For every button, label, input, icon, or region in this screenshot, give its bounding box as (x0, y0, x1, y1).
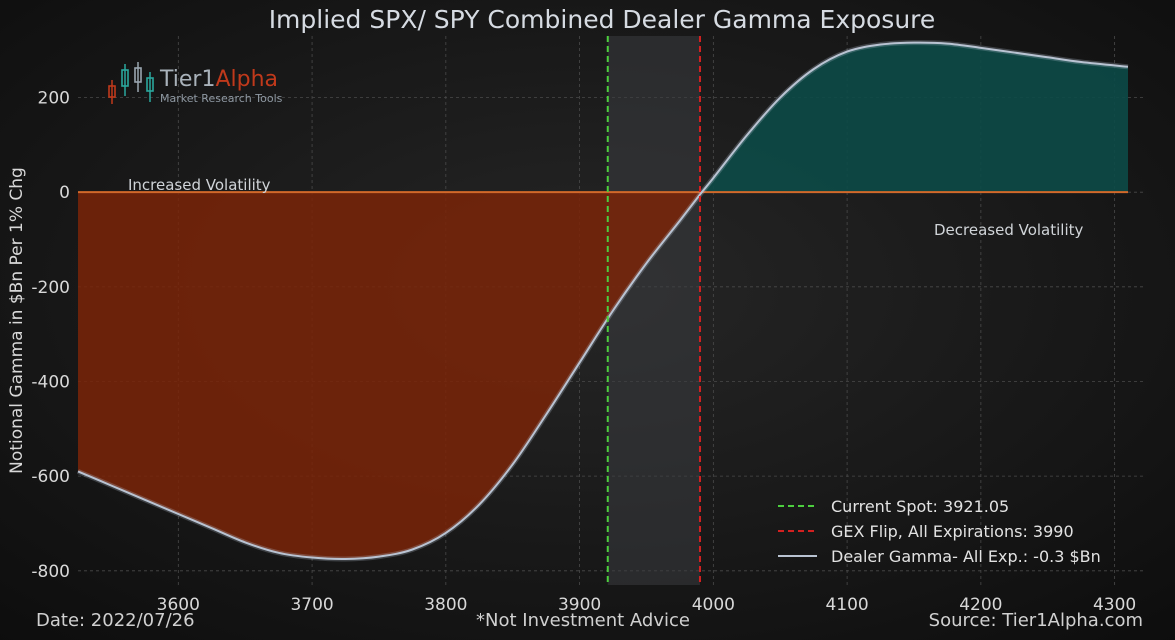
decreased-volatility-annotation: Decreased Volatility (934, 221, 1084, 239)
disclaimer-label: *Not Investment Advice (476, 610, 690, 631)
increased-volatility-annotation: Increased Volatility (128, 176, 271, 194)
logo-name-part2: Alpha (215, 67, 278, 92)
gamma-curve-line (77, 41, 1129, 560)
negative-gamma-area (78, 192, 702, 559)
x-tick-label: 4100 (825, 595, 868, 615)
x-tick-label: 4000 (692, 595, 735, 615)
x-tick-label: 3900 (558, 595, 601, 615)
legend-label: Dealer Gamma- All Exp.: -0.3 $Bn (831, 547, 1101, 566)
x-tick-label: 4200 (959, 595, 1002, 615)
plot-area: 3600 3700 3800 3900 4000 4100 4200 4300 -800 -600… (7, 36, 1146, 615)
legend-label: Current Spot: 3921.05 (831, 497, 1009, 516)
positive-gamma-area (78, 42, 1128, 193)
y-axis-label: Notional Gamma in $Bn Per 1% Chg (7, 167, 27, 474)
source-label: Source: Tier1Alpha.com (928, 610, 1143, 631)
x-tick-label: 3600 (157, 595, 200, 615)
y-tick-label: -600 (31, 467, 70, 487)
y-tick-label: 200 (38, 89, 70, 109)
logo-tagline: Market Research Tools (160, 92, 283, 105)
brand-logo: Tier1Alpha Market Research Tools (108, 62, 283, 105)
x-tick-label: 3700 (290, 595, 333, 615)
chart-legend: Current Spot: 3921.05 GEX Flip, All Expir… (778, 497, 1101, 566)
legend-label: GEX Flip, All Expirations: 3990 (831, 522, 1074, 541)
y-tick-label: -400 (31, 372, 70, 392)
spot-flip-band (607, 36, 700, 585)
x-tick-label: 3800 (424, 595, 467, 615)
date-label: Date: 2022/07/26 (36, 610, 195, 631)
candlestick-logo-icon (108, 62, 154, 104)
y-tick-label: -200 (31, 278, 70, 298)
x-tick-label: 4300 (1093, 595, 1136, 615)
logo-name-part1: Tier1 (159, 67, 215, 92)
y-tick-label: 0 (59, 183, 70, 203)
logo-wordmark: Tier1Alpha (159, 67, 278, 92)
y-tick-label: -800 (31, 562, 70, 582)
chart-title: Implied SPX/ SPY Combined Dealer Gamma E… (269, 5, 936, 34)
